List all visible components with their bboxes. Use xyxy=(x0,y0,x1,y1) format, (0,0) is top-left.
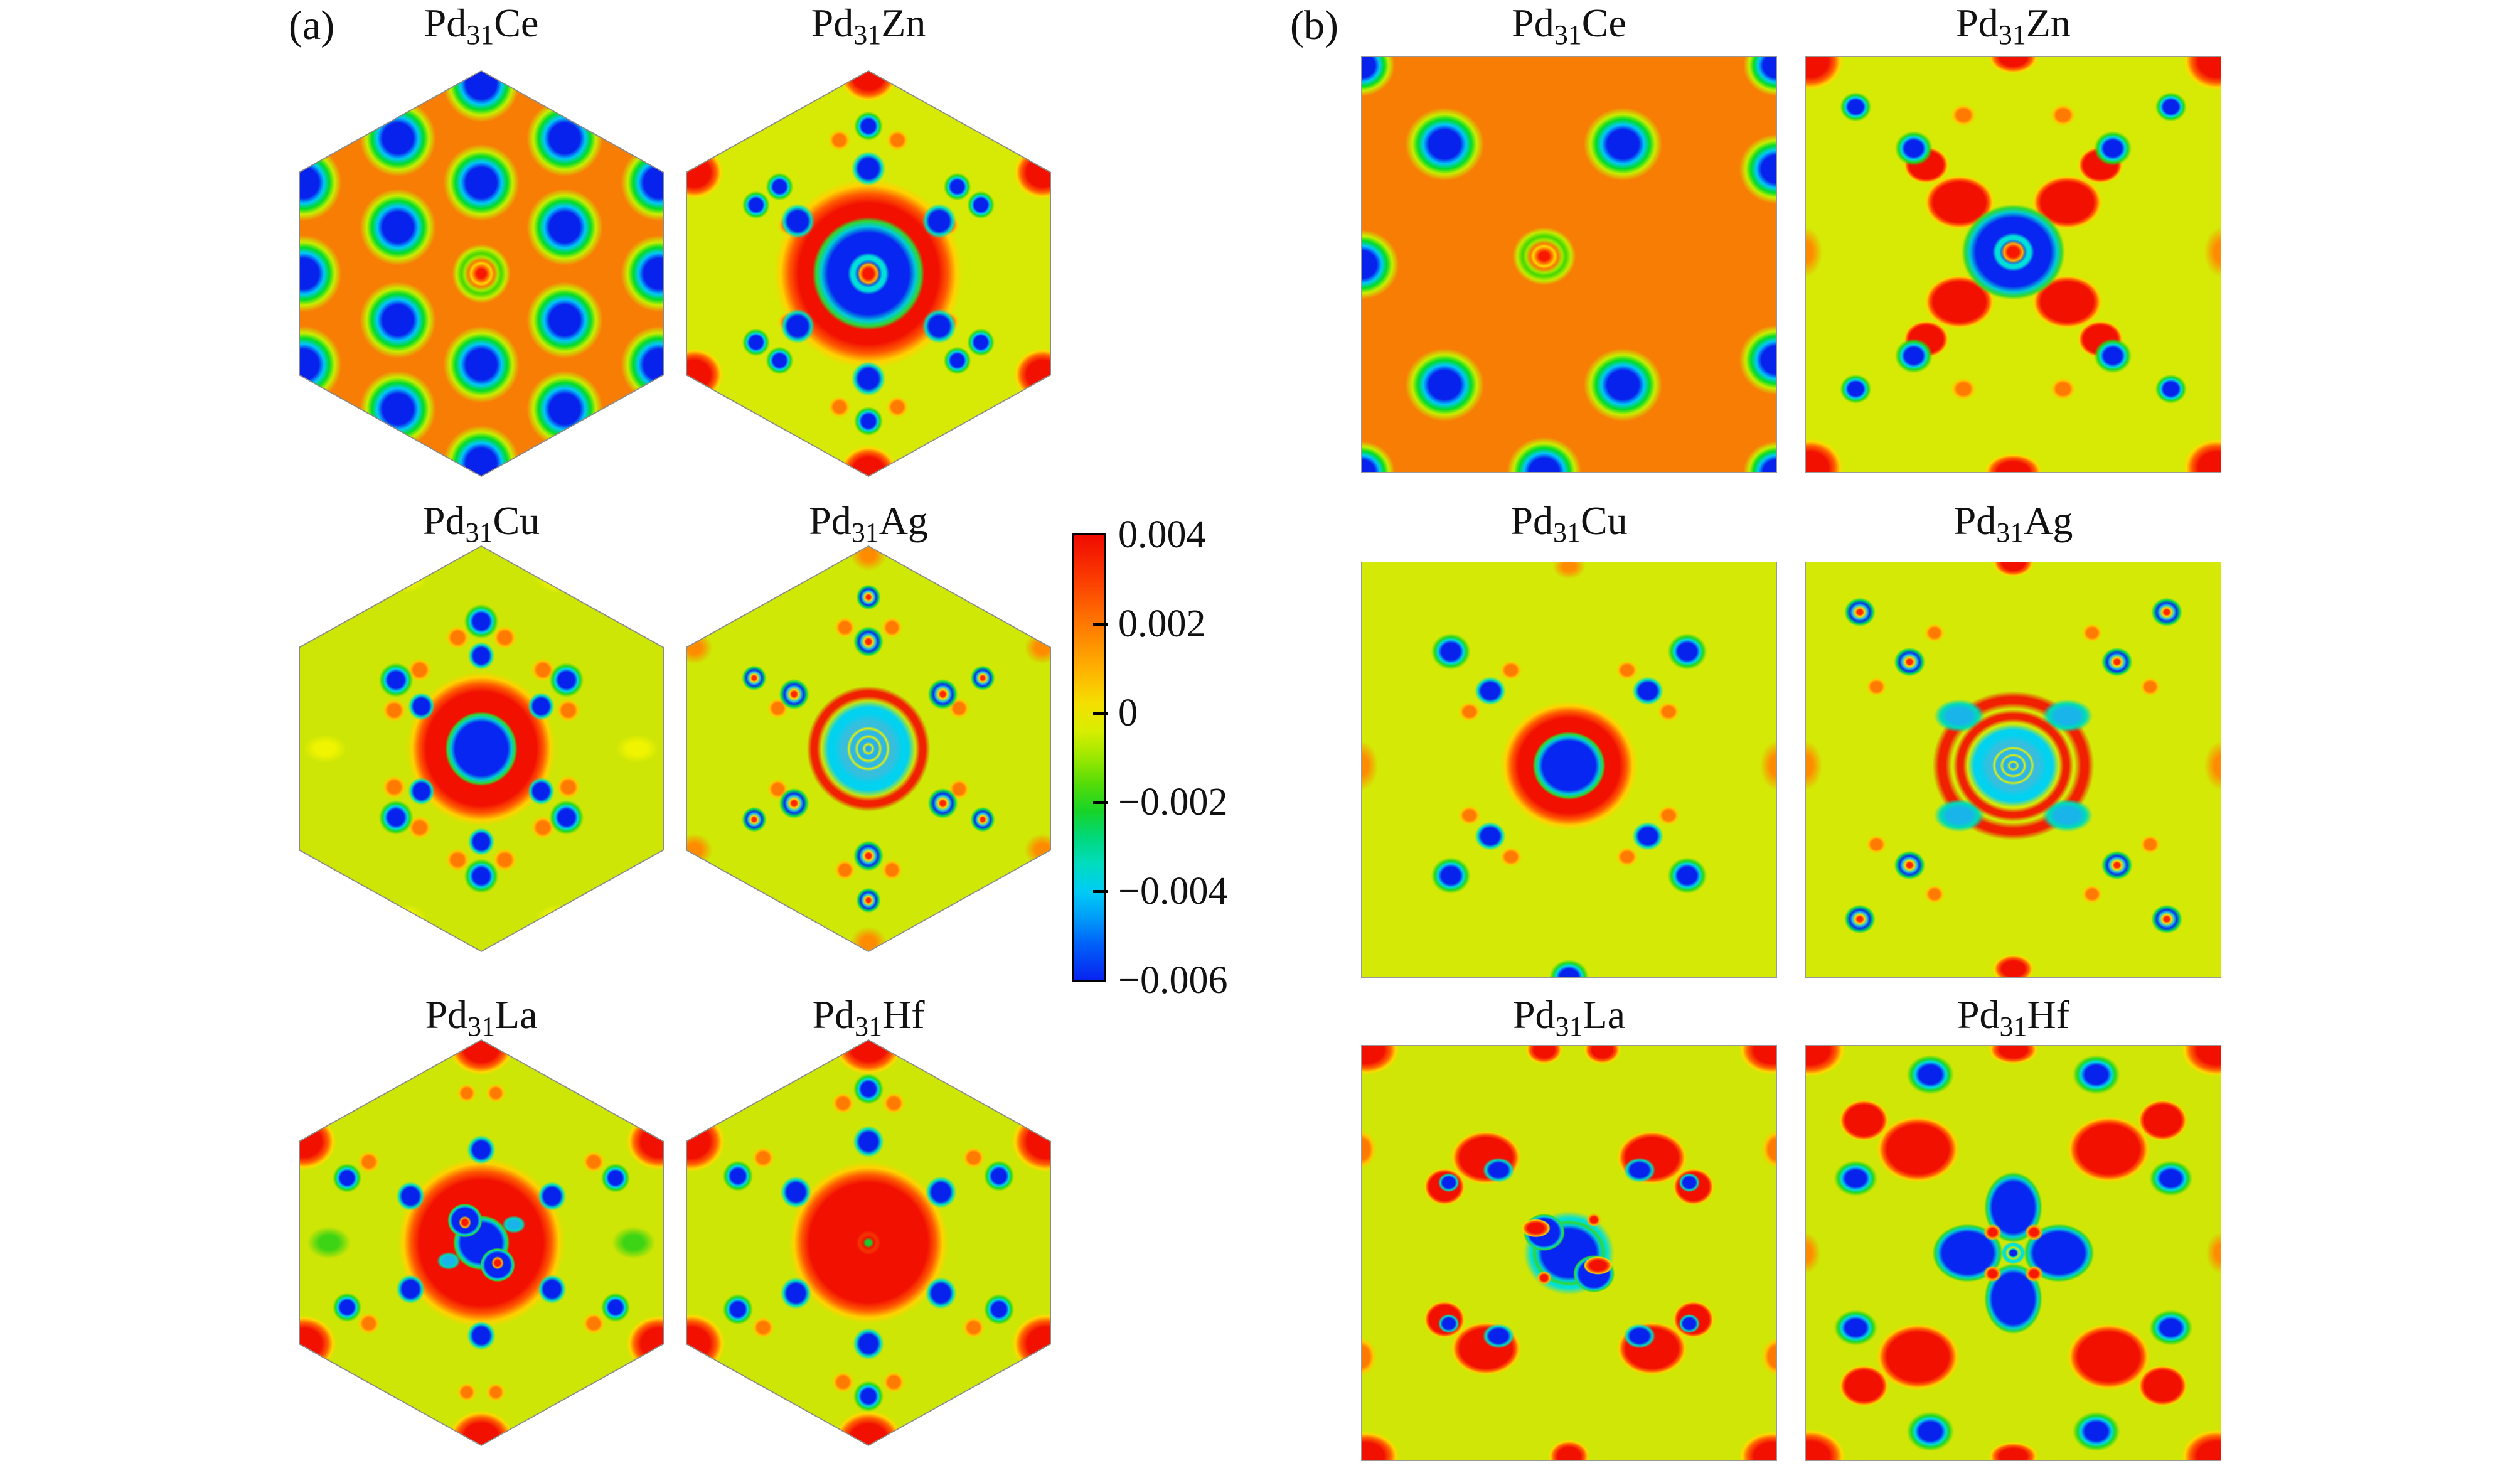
title-text: Ag xyxy=(2024,498,2073,543)
colorbar-tickmark xyxy=(1093,890,1108,893)
title-text: Pd xyxy=(1512,992,1556,1037)
colorbar-gradient xyxy=(1072,533,1106,982)
colorbar-tick-label: 0.002 xyxy=(1118,603,1206,645)
colorbar-tick-label-max: 0.004 xyxy=(1118,513,1206,556)
panel-a-label: (a) xyxy=(289,3,335,48)
title-a-pd31cu: Pd31Cu xyxy=(299,499,664,555)
title-text: Pd xyxy=(1957,992,2000,1037)
title-text: Cu xyxy=(493,498,540,543)
title-text: Pd xyxy=(812,992,855,1037)
title-b-pd31la: Pd31La xyxy=(1361,993,1777,1049)
title-text: Pd xyxy=(1510,498,1553,543)
heatmap-a-pd31ce-border xyxy=(299,70,664,477)
title-b-pd31cu: Pd31Cu xyxy=(1361,499,1777,555)
title-text: Pd xyxy=(425,992,468,1037)
heatmap-a-pd31la xyxy=(300,1041,663,1445)
heatmap-b-pd31ce xyxy=(1361,56,1777,473)
title-subscript: 31 xyxy=(1552,517,1581,548)
panel-b-label: (b) xyxy=(1290,3,1338,48)
title-text: Pd xyxy=(1512,1,1554,45)
title-subscript: 31 xyxy=(851,517,879,548)
title-text: Pd xyxy=(809,498,852,543)
title-a-pd31la: Pd31La xyxy=(299,993,664,1049)
title-subscript: 31 xyxy=(853,19,882,50)
heatmap-b-pd31zn xyxy=(1805,56,2221,473)
heatmap-a-pd31ce xyxy=(300,72,663,476)
heatmap-a-pd31hf xyxy=(687,1041,1050,1445)
title-b-pd31hf: Pd31Hf xyxy=(1805,993,2221,1049)
title-a-pd31ag: Pd31Ag xyxy=(686,499,1051,555)
title-text: Pd xyxy=(1953,498,1997,543)
title-subscript: 31 xyxy=(1996,517,2024,548)
colorbar-tick-label-min: −0.006 xyxy=(1118,959,1228,1002)
title-text: Ag xyxy=(878,498,928,543)
title-text: Zn xyxy=(881,1,926,45)
colorbar-tickmark xyxy=(1093,623,1108,626)
heatmap-a-pd31zn-border xyxy=(686,70,1051,477)
heatmap-a-pd31zn xyxy=(687,72,1050,476)
title-subscript: 31 xyxy=(1998,19,2026,50)
heatmap-b-pd31la xyxy=(1361,1045,1777,1461)
title-text: La xyxy=(495,992,538,1037)
colorbar-tickmark xyxy=(1093,801,1108,804)
title-text: Zn xyxy=(2026,1,2071,45)
title-text: Cu xyxy=(1580,498,1628,543)
colorbar-tick-label-zero: 0 xyxy=(1118,692,1138,734)
heatmap-a-pd31cu xyxy=(300,547,663,951)
title-text: Hf xyxy=(882,992,925,1037)
title-text: Pd xyxy=(1956,1,1999,45)
colorbar-tick-label: −0.002 xyxy=(1118,781,1228,823)
title-subscript: 31 xyxy=(465,517,493,548)
title-b-pd31ag: Pd31Ag xyxy=(1805,499,2221,555)
title-text: Hf xyxy=(2027,992,2070,1037)
heatmap-a-pd31cu-border xyxy=(299,545,664,952)
title-a-pd31ce: Pd31Ce xyxy=(299,1,664,57)
title-subscript: 31 xyxy=(1554,19,1582,50)
heatmap-a-pd31ag-border xyxy=(686,545,1051,952)
title-a-pd31hf: Pd31Hf xyxy=(686,993,1051,1049)
title-subscript: 31 xyxy=(1555,1011,1583,1042)
heatmap-b-pd31cu xyxy=(1361,562,1777,978)
colorbar-tickmark xyxy=(1093,712,1108,715)
title-b-pd31ce: Pd31Ce xyxy=(1361,1,1777,57)
title-a-pd31zn: Pd31Zn xyxy=(686,1,1051,57)
title-text: Pd xyxy=(811,1,854,45)
heatmap-a-pd31hf-border xyxy=(686,1039,1051,1446)
heatmap-a-pd31ag xyxy=(687,547,1050,951)
heatmap-b-pd31hf xyxy=(1805,1045,2221,1461)
title-text: Ce xyxy=(494,1,539,45)
title-text: Pd xyxy=(422,498,466,543)
title-b-pd31zn: Pd31Zn xyxy=(1805,1,2221,57)
title-text: Ce xyxy=(1581,1,1626,45)
colorbar-tick-label: −0.004 xyxy=(1118,870,1228,913)
heatmap-b-pd31ag xyxy=(1805,562,2221,978)
title-text: La xyxy=(1583,992,1626,1037)
title-subscript: 31 xyxy=(855,1011,883,1042)
title-text: Pd xyxy=(424,1,467,45)
title-subscript: 31 xyxy=(466,19,494,50)
title-subscript: 31 xyxy=(1999,1011,2027,1042)
heatmap-a-pd31la-border xyxy=(299,1039,664,1446)
title-subscript: 31 xyxy=(467,1011,496,1042)
